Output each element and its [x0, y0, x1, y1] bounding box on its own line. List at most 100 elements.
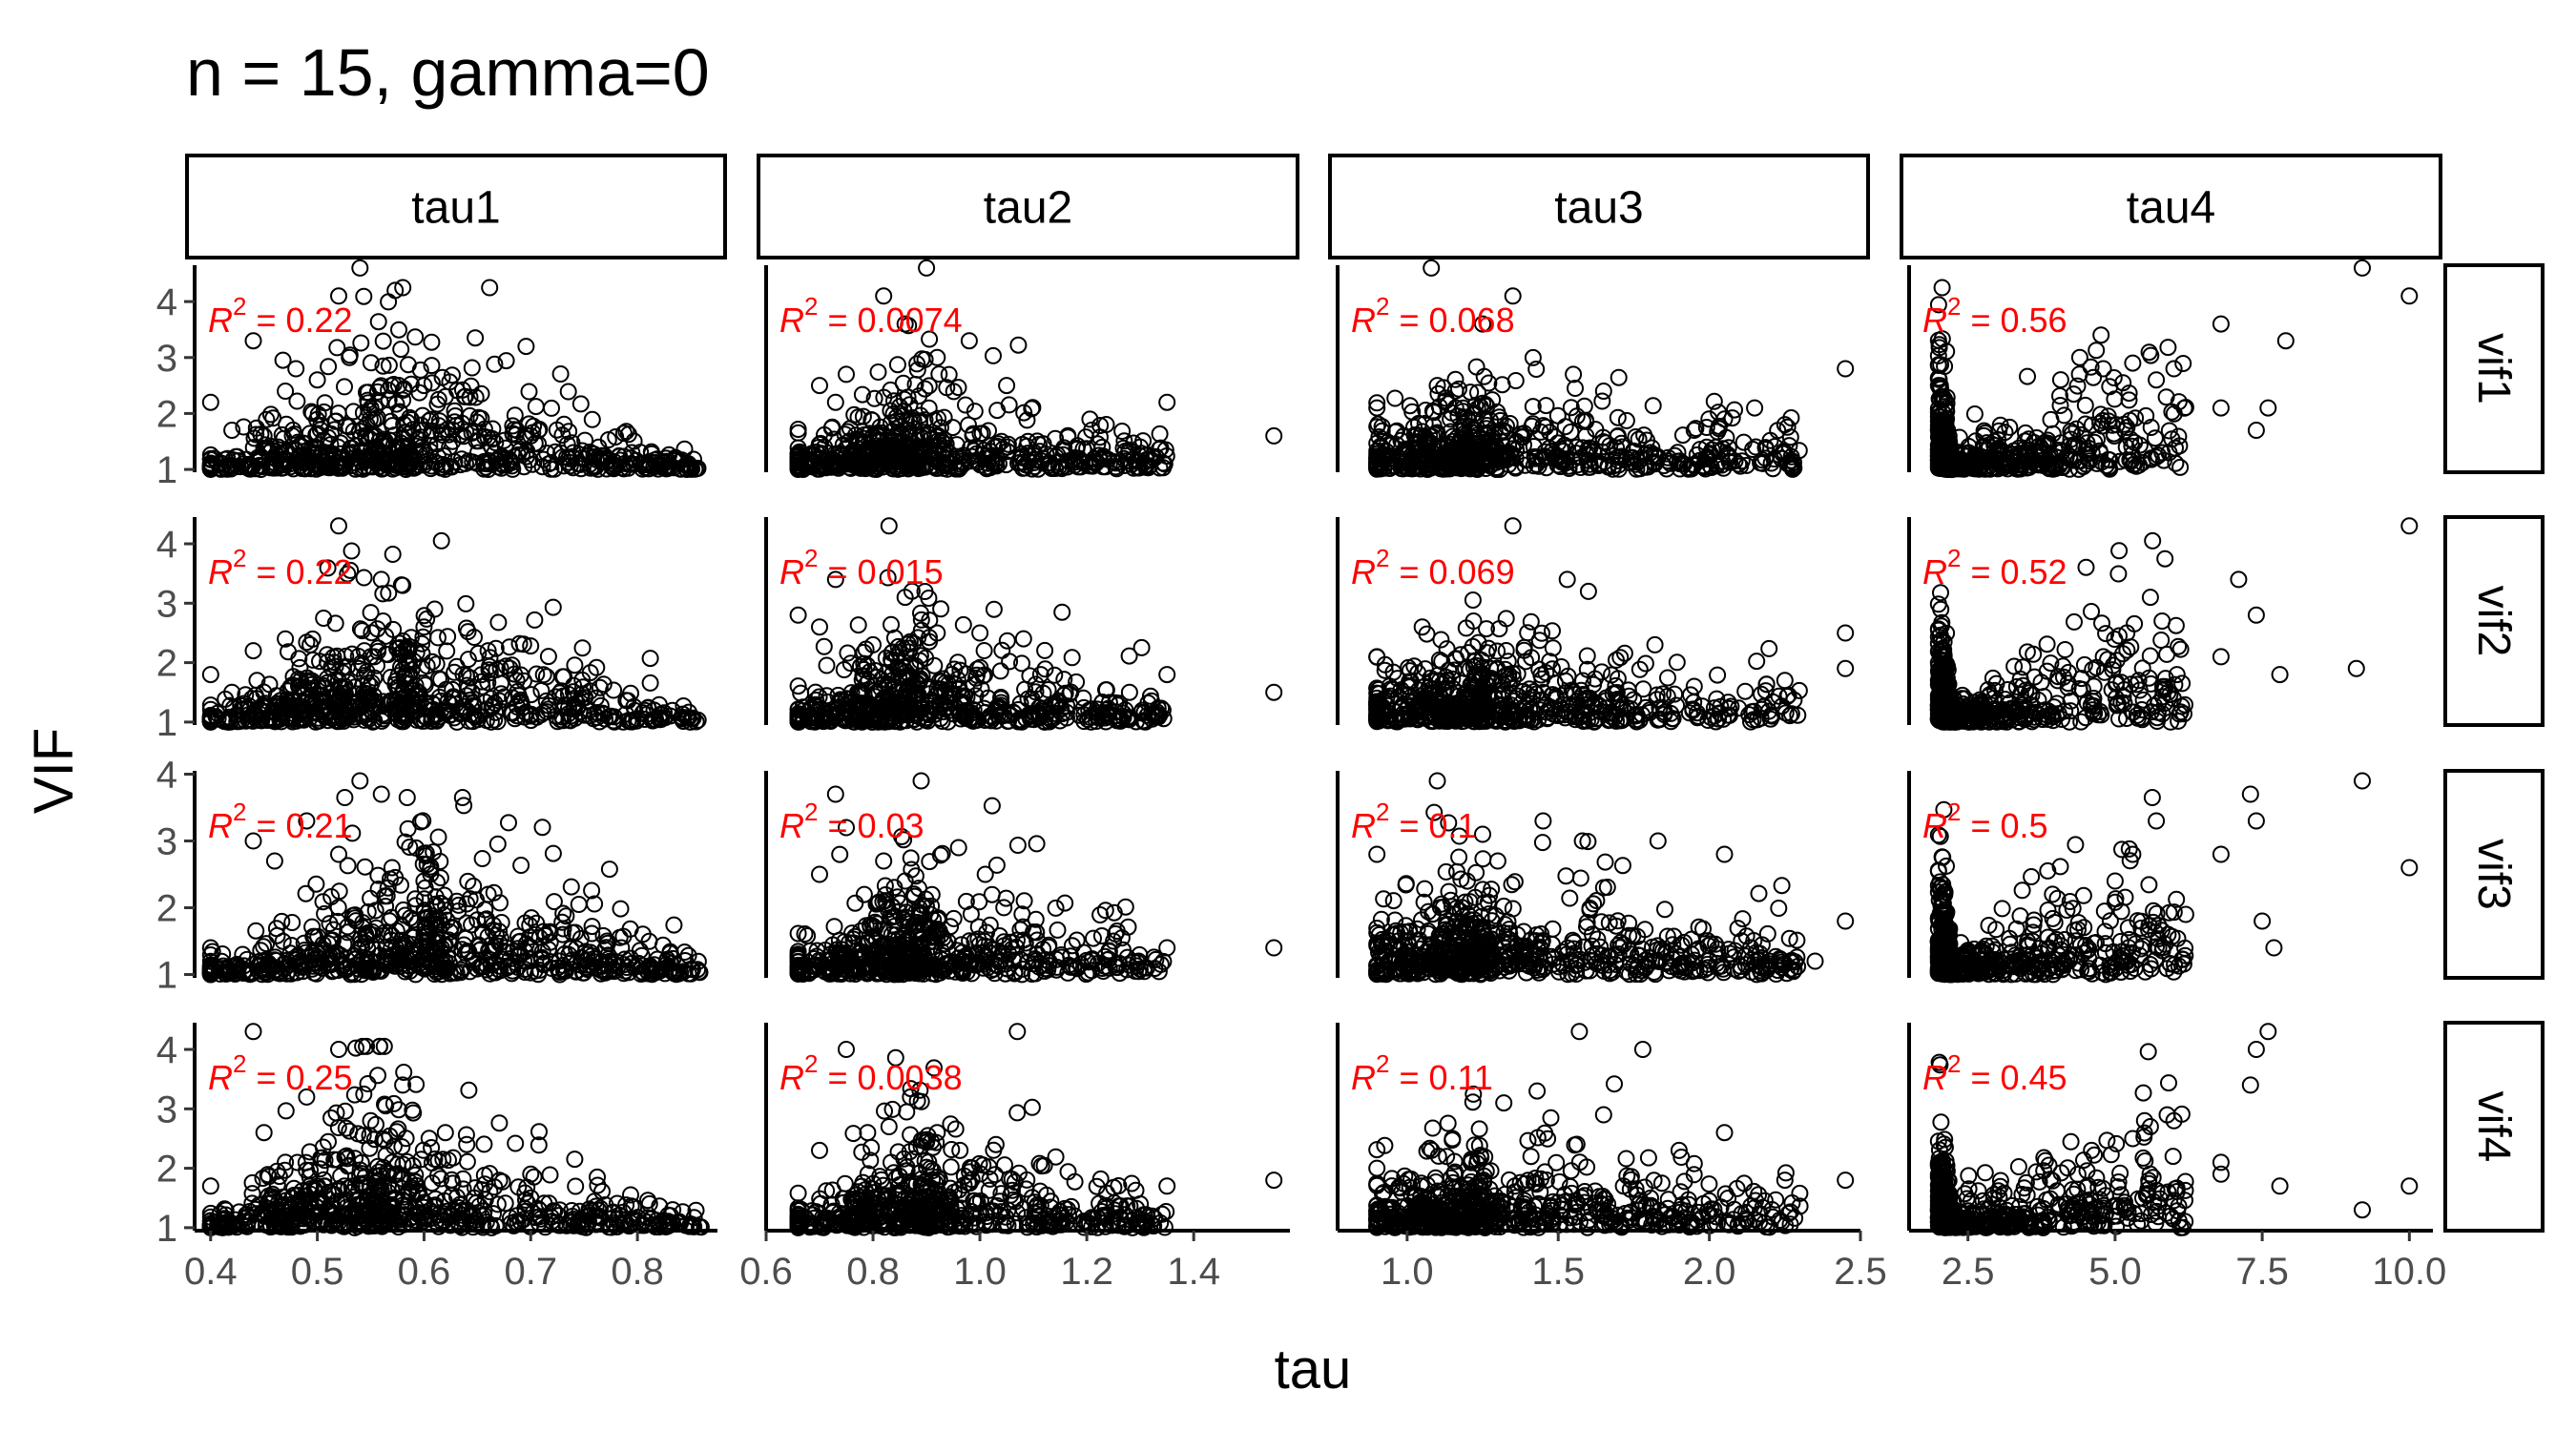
data-point [372, 570, 390, 589]
panel-vif2-tau3: R2 = 0.069 [1336, 517, 1855, 731]
data-point [1113, 423, 1132, 440]
data-point [811, 618, 828, 636]
data-point [975, 642, 993, 659]
data-point [1544, 639, 1562, 657]
strip-box [2443, 263, 2545, 474]
data-point [2124, 354, 2142, 372]
data-point [2066, 612, 2083, 631]
y-axis-title: VIF [23, 728, 85, 814]
data-point [1265, 683, 1283, 701]
data-point [2105, 369, 2123, 386]
data-point [811, 377, 828, 395]
r2-annotation: R2 = 0.068 [1351, 292, 1515, 340]
data-point [1522, 612, 1540, 631]
data-point [1567, 380, 1584, 397]
data-point [351, 259, 369, 277]
r2-exponent: 2 [1947, 292, 1961, 321]
data-point [2106, 390, 2124, 408]
data-point [1776, 672, 1794, 690]
strip-label: tau1 [411, 183, 500, 234]
data-point [2165, 360, 2183, 378]
strip-box [2443, 1021, 2545, 1233]
data-point [2212, 399, 2230, 417]
data-point [1609, 408, 1627, 426]
data-point [1548, 406, 1567, 425]
data-point [2109, 565, 2128, 583]
data-point [457, 594, 475, 612]
data-point [2088, 342, 2106, 360]
data-point [998, 377, 1016, 395]
data-point [1837, 624, 1855, 642]
strip-label: tau3 [1554, 183, 1643, 234]
data-point [201, 666, 219, 684]
r2-symbol: R [208, 301, 233, 340]
data-point [1644, 397, 1662, 415]
data-point [288, 392, 306, 410]
data-point [2159, 339, 2177, 357]
data-point [1748, 653, 1766, 671]
data-point [1709, 666, 1727, 684]
strip-box [757, 154, 1299, 259]
data-point [258, 410, 276, 428]
r2-symbol: R [1922, 301, 1947, 340]
data-point [2400, 287, 2419, 305]
strip-vif2: vif2 [2443, 515, 2545, 727]
data-point [384, 546, 402, 563]
data-point [390, 321, 407, 339]
data-point [517, 338, 535, 356]
data-point [406, 328, 425, 346]
data-point [543, 399, 560, 417]
data-point [423, 333, 441, 351]
data-point [2019, 367, 2036, 385]
data-point [2051, 371, 2069, 389]
data-point [789, 424, 807, 442]
data-point [1151, 425, 1169, 443]
data-point [336, 378, 353, 396]
data-point [1467, 358, 1485, 376]
data-point [838, 365, 855, 384]
strip-box [2443, 769, 2545, 980]
data-point [2038, 635, 2056, 653]
data-point [849, 616, 867, 634]
data-point [481, 279, 499, 297]
data-point [1668, 653, 1686, 672]
y-tick-label: 1 [156, 449, 177, 491]
strip-box [2443, 515, 2545, 727]
data-point [362, 604, 380, 622]
data-point [1464, 591, 1482, 609]
data-point [399, 356, 417, 374]
r2-exponent: 2 [1376, 292, 1389, 321]
data-point [489, 613, 508, 632]
data-point [985, 346, 1002, 364]
data-point [527, 398, 545, 416]
r2-exponent: 2 [1376, 544, 1389, 572]
data-point [869, 363, 887, 381]
strip-box [185, 154, 727, 259]
data-point [1386, 389, 1404, 407]
data-point [316, 394, 334, 412]
y-tick-label: 3 [156, 338, 177, 380]
data-point [544, 598, 562, 616]
data-point [2276, 332, 2295, 350]
strip-tau2: tau2 [757, 154, 1299, 259]
data-point [591, 678, 609, 696]
data-point [1579, 582, 1597, 600]
r2-annotation: R2 = 0.0074 [779, 292, 963, 340]
data-point [2085, 368, 2103, 386]
data-point [576, 431, 594, 449]
strip-tau4: tau4 [1900, 154, 2442, 259]
r2-exponent: 2 [233, 292, 246, 321]
panel-vif2-tau2: R2 = 0.015 [764, 517, 1283, 731]
data-point [839, 644, 857, 662]
strip-vif1: vif1 [2443, 263, 2545, 474]
data-point [394, 576, 412, 594]
r2-value: = 0.56 [1961, 301, 2067, 340]
r2-symbol: R [208, 552, 233, 591]
data-point [438, 642, 456, 660]
data-point [1594, 383, 1612, 400]
y-tick-label: 3 [156, 583, 177, 625]
data-point [1565, 365, 1583, 384]
strip-box [1328, 154, 1870, 259]
data-point [355, 287, 373, 305]
